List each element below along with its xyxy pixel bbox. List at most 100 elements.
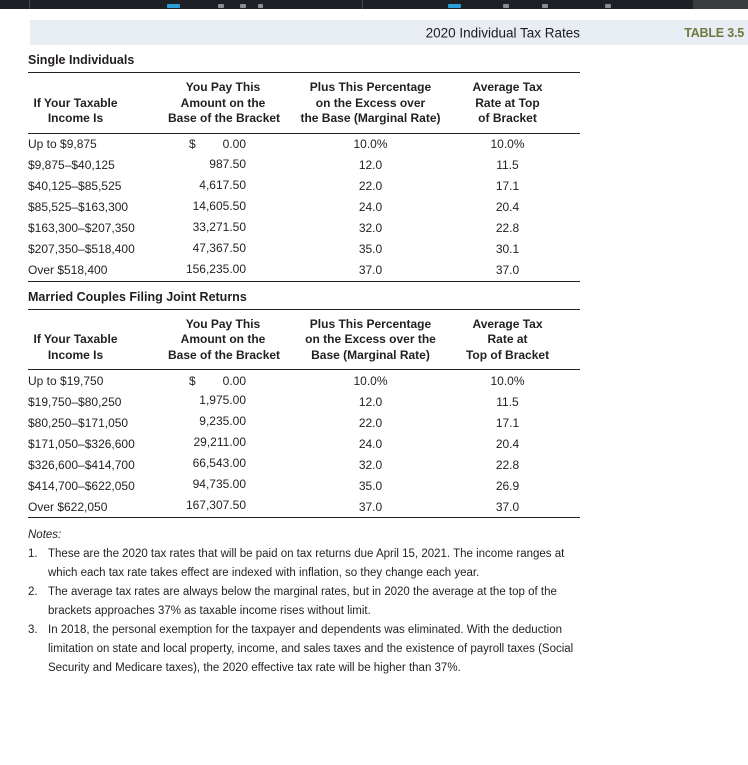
note-item: 3. In 2018, the personal exemption for th… [28, 624, 574, 674]
cell-average-rate: 10.0% [490, 373, 525, 388]
cell-marginal-rate: 37.0 [358, 499, 383, 514]
cell-income: $163,300–$207,350 [28, 221, 135, 235]
table-row: $171,050–$326,600 29,211.00 24.0 20.4 [28, 433, 580, 454]
cell-amount: 167,307.50 [185, 498, 246, 512]
table-row: Over $622,050 167,307.50 37.0 37.0 [28, 496, 580, 518]
table-row: $414,700–$622,050 94,735.00 35.0 26.9 [28, 475, 580, 496]
cell-marginal-rate: 32.0 [358, 457, 383, 472]
cell-average-rate: 11.5 [496, 158, 519, 172]
toolbar-right-segment [693, 0, 748, 9]
table-title: 2020 Individual Tax Rates [425, 25, 580, 40]
toolbar-divider [29, 0, 30, 9]
note-item: 2. The average tax rates are always below… [28, 586, 557, 617]
cropped-toolbar-icon[interactable] [258, 4, 263, 8]
cell-average-rate: 17.1 [495, 415, 520, 430]
cell-income: $85,525–$163,300 [28, 200, 129, 214]
tax-table-married: If Your Taxable Income Is You Pay This Amo… [28, 309, 580, 518]
cell-income: Up to $9,875 [28, 137, 97, 151]
note-item: 1. These are the 2020 tax rates that will… [28, 548, 565, 579]
table-row: $9,875–$40,125 987.50 12.0 11.5 [28, 155, 580, 176]
table-row: $326,600–$414,700 66,543.00 32.0 22.8 [28, 454, 580, 475]
cell-marginal-rate: 24.0 [358, 436, 383, 451]
cell-marginal-rate: 12.0 [358, 394, 383, 409]
cell-income: $207,350–$518,400 [28, 242, 135, 256]
table-row: Over $518,400 156,235.00 37.0 37.0 [28, 260, 580, 282]
cell-income: $414,700–$622,050 [28, 478, 135, 493]
table-row: $85,525–$163,300 14,605.50 24.0 20.4 [28, 197, 580, 218]
cell-amount: 1,975.00 [199, 393, 246, 407]
cell-amount: $0.00 [189, 137, 246, 151]
table-row: $207,350–$518,400 47,367.50 35.0 30.1 [28, 239, 580, 260]
cropped-toolbar-icon[interactable] [240, 4, 246, 8]
cell-average-rate: 20.4 [495, 200, 520, 214]
cell-amount: $0.00 [189, 373, 246, 388]
cell-amount: 9,235.00 [199, 414, 246, 428]
tax-table-single: If Your Taxable Income Is You Pay This Amo… [28, 73, 580, 282]
cell-amount: 987.50 [209, 156, 246, 171]
cell-average-rate: 26.9 [495, 478, 520, 493]
table-content: Single Individuals If Your Taxable Income… [28, 53, 580, 678]
cell-income: $40,125–$85,525 [28, 179, 122, 193]
cropped-toolbar-icon[interactable] [448, 4, 461, 8]
table-number-label: TABLE 3.5 [684, 25, 744, 40]
column-header-average-rate: Average Tax Rate at Top of Bracket [463, 73, 580, 134]
cell-amount: 66,543.00 [192, 456, 246, 470]
section-title: Married Couples Filing Joint Returns [28, 290, 580, 310]
cell-amount: 47,367.50 [192, 240, 246, 255]
cell-income: $326,600–$414,700 [28, 457, 135, 472]
column-header-income: If Your Taxable Income Is [28, 73, 168, 134]
cell-income: $19,750–$80,250 [28, 394, 122, 409]
section-title: Single Individuals [28, 53, 580, 73]
cell-income: $9,875–$40,125 [28, 158, 115, 172]
table-row: Up to $19,750 $0.00 10.0% 10.0% [28, 370, 580, 392]
notes: Notes: 1. These are the 2020 tax rates th… [28, 526, 580, 678]
cell-average-rate: 30.1 [495, 242, 520, 256]
header-row: If Your Taxable Income Is You Pay This Amo… [28, 73, 580, 134]
column-header-income: If Your Taxable Income Is [28, 309, 168, 370]
cell-average-rate: 11.5 [496, 394, 519, 409]
cell-average-rate: 22.8 [495, 221, 520, 235]
cell-amount: 33,271.50 [192, 219, 246, 234]
cell-amount: 14,605.50 [192, 198, 246, 213]
cropped-toolbar-icon[interactable] [605, 4, 611, 8]
cell-marginal-rate: 22.0 [358, 179, 383, 193]
cell-income: $171,050–$326,600 [28, 436, 135, 451]
notes-list: 1. These are the 2020 tax rates that will… [28, 545, 580, 678]
cell-income: $80,250–$171,050 [28, 415, 129, 430]
cell-income: Over $622,050 [28, 499, 108, 514]
notes-label: Notes: [28, 529, 62, 541]
cell-average-rate: 22.8 [495, 457, 520, 472]
married-couples-section: Married Couples Filing Joint Returns If … [28, 290, 580, 518]
column-header-amount: You Pay This Amount on the Base of the Bra… [168, 73, 280, 134]
cropped-toolbar-icon[interactable] [542, 4, 548, 8]
header-row: If Your Taxable Income Is You Pay This Amo… [28, 309, 580, 370]
cropped-toolbar [0, 0, 748, 9]
column-header-marginal-rate: Plus This Percentage on the Excess over th… [278, 73, 463, 134]
column-header-amount: You Pay This Amount on the Base of the Bra… [168, 309, 280, 370]
cropped-toolbar-icon[interactable] [167, 4, 180, 8]
cell-amount: 4,617.50 [199, 177, 246, 192]
cell-marginal-rate: 22.0 [358, 415, 383, 430]
toolbar-divider [362, 0, 363, 9]
column-header-average-rate: Average Tax Rate at Top of Bracket [463, 309, 580, 370]
cell-marginal-rate: 10.0% [353, 373, 388, 388]
cell-marginal-rate: 35.0 [358, 478, 383, 493]
cell-average-rate: 37.0 [495, 499, 520, 514]
cell-marginal-rate: 12.0 [358, 158, 383, 172]
cell-income: Over $518,400 [28, 263, 108, 277]
table-row: $19,750–$80,250 1,975.00 12.0 11.5 [28, 391, 580, 412]
cell-marginal-rate: 32.0 [358, 221, 383, 235]
table-row: $163,300–$207,350 33,271.50 32.0 22.8 [28, 218, 580, 239]
cell-income: Up to $19,750 [28, 373, 104, 388]
table-row: Up to $9,875 $0.00 10.0% 10.0% [28, 133, 580, 155]
single-individuals-section: Single Individuals If Your Taxable Income… [28, 53, 580, 282]
cropped-toolbar-icon[interactable] [218, 4, 224, 8]
cell-amount: 156,235.00 [185, 261, 246, 276]
cell-marginal-rate: 24.0 [358, 200, 383, 214]
cell-average-rate: 37.0 [495, 263, 520, 277]
table-row: $80,250–$171,050 9,235.00 22.0 17.1 [28, 412, 580, 433]
table-title-band: 2020 Individual Tax Rates TABLE 3.5 [30, 20, 748, 45]
cell-average-rate: 17.1 [495, 179, 520, 193]
cell-marginal-rate: 10.0% [353, 137, 388, 151]
cropped-toolbar-icon[interactable] [503, 4, 509, 8]
